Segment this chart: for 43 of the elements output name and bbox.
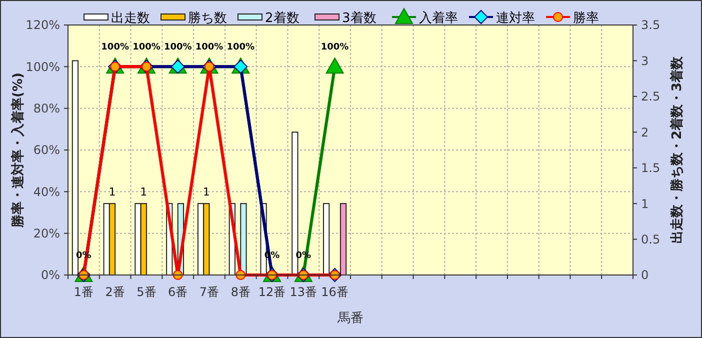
y2-tick-label: 3.5 (641, 18, 660, 32)
x-tick-label: 13番 (290, 285, 318, 299)
data-label: 100% (101, 42, 129, 53)
y2-tick-label: 0.5 (641, 232, 660, 246)
legend-label: 入着率 (419, 10, 458, 26)
x-tick-label: 6番 (168, 285, 188, 299)
y-tick-label: 20% (33, 226, 60, 241)
data-label: 100% (164, 42, 192, 53)
y-tick-label: 40% (33, 184, 60, 199)
y-tick-label: 120% (26, 18, 60, 32)
y2-tick-label: 0 (641, 268, 649, 282)
x-tick-label: 16番 (321, 285, 348, 299)
data-label: 1 (108, 186, 116, 199)
y-tick-label: 60% (33, 143, 60, 158)
x-tick-label: 2番 (105, 285, 125, 299)
y-tick-label: 80% (33, 102, 60, 116)
x-tick-label: 5番 (136, 285, 156, 299)
legend-label: 出走数 (111, 11, 150, 26)
y2-tick-label: 3 (641, 54, 649, 68)
data-label: 1 (140, 186, 148, 199)
y-tick-label: 0% (40, 268, 60, 282)
y2-axis-title: 出走数・勝ち数・2着数・3着数 (669, 55, 685, 244)
data-label: 100% (132, 42, 160, 53)
legend-label: 勝率 (573, 10, 599, 26)
legend-label: 3着数 (342, 10, 376, 26)
y2-tick-label: 2.5 (641, 90, 660, 104)
legend-label: 2着数 (265, 10, 300, 26)
data-label: 100% (226, 42, 255, 53)
x-axis-title: 馬番 (336, 311, 364, 326)
x-tick-label: 8番 (230, 285, 250, 299)
x-tick-label: 1番 (74, 285, 94, 299)
data-label: 100% (320, 42, 349, 53)
data-label: 100% (195, 42, 224, 53)
y2-tick-label: 2 (641, 125, 649, 140)
data-label: 1 (202, 186, 210, 199)
legend-label: 連対率 (496, 10, 535, 26)
y-axis-title: 勝率・連対率・入着率(%) (10, 72, 26, 228)
y2-tick-label: 1 (641, 196, 649, 211)
y2-tick-label: 1.5 (641, 161, 660, 176)
legend-label: 勝ち数 (188, 11, 227, 26)
x-tick-label: 7番 (199, 285, 220, 299)
y-tick-label: 100% (26, 60, 60, 74)
x-tick-label: 12番 (258, 285, 286, 299)
